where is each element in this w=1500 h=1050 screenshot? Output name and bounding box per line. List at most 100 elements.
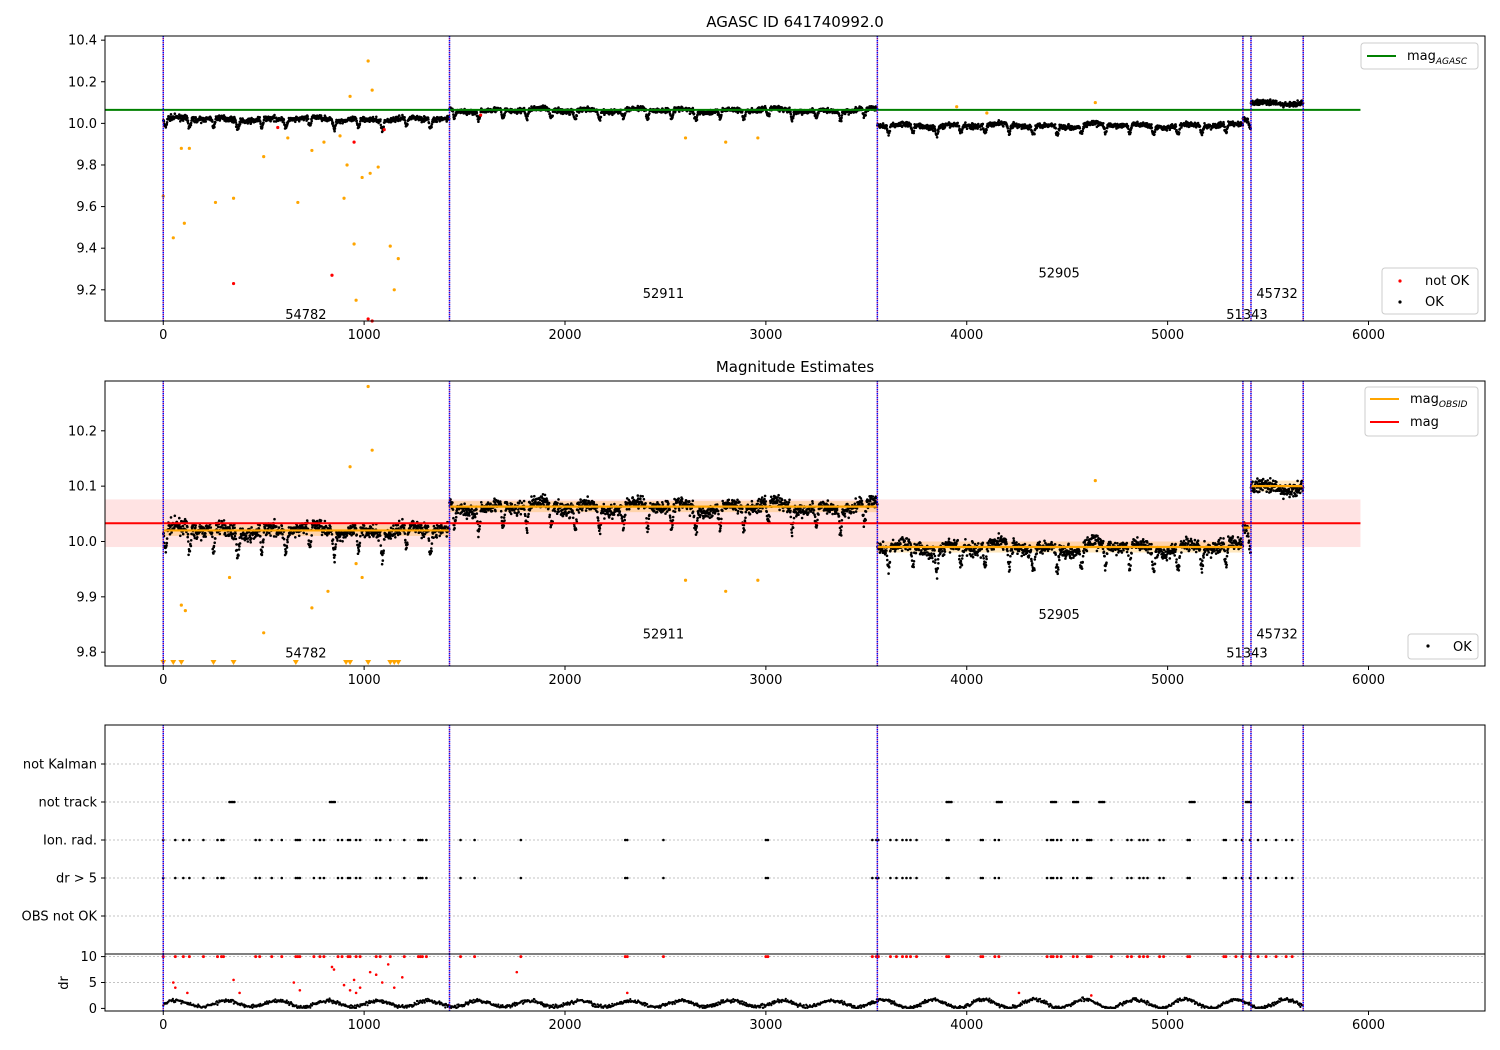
ok-point [188, 549, 192, 553]
ok-point [357, 125, 361, 129]
ok-point [202, 527, 206, 530]
ok-point [585, 499, 588, 502]
orange-outlier-point [296, 200, 300, 205]
orange-outlier-point [396, 256, 400, 261]
ok-point [261, 541, 265, 544]
ok-point [333, 127, 337, 130]
ok-point [383, 538, 386, 541]
ok-point [216, 525, 220, 529]
x-tick-label: 4000 [950, 328, 983, 343]
orange-outlier-point [756, 136, 760, 140]
ok-point [477, 120, 480, 123]
ok-point [358, 541, 362, 545]
ok-point [1203, 122, 1206, 125]
ok-point [217, 114, 221, 117]
orange-outlier-point [985, 111, 989, 115]
ok-point [239, 117, 242, 120]
ok-point [430, 547, 433, 550]
ok-point [398, 532, 402, 536]
x-tick-label: 6000 [1352, 328, 1385, 343]
ok-point [473, 515, 477, 519]
orange-outlier-point [366, 59, 370, 63]
ok-point [199, 539, 203, 542]
ok-point [579, 498, 582, 501]
ok-point [838, 114, 841, 118]
ok-point [355, 540, 359, 543]
ok-point [489, 502, 492, 506]
ok-point [1200, 133, 1204, 137]
ok-point [524, 514, 527, 517]
ok-point [979, 128, 983, 131]
not-ok-point [382, 128, 386, 132]
ok-point [259, 541, 262, 544]
ok-point [598, 119, 602, 122]
ok-point [294, 536, 297, 539]
ok-point [522, 106, 526, 110]
ok-point [331, 538, 335, 541]
ok-point [285, 546, 289, 549]
ok-point [406, 123, 409, 126]
ok-point [568, 516, 572, 519]
ok-point [435, 536, 439, 539]
orange-outlier-point [352, 242, 356, 246]
ok-point [213, 541, 216, 544]
ok-point [435, 533, 438, 537]
ok-point [548, 513, 552, 517]
obsid-label: 45732 [1256, 287, 1297, 302]
ok-point [165, 121, 169, 124]
ok-point [1080, 132, 1084, 135]
orange-outlier-point [683, 136, 688, 140]
ok-point [1002, 125, 1005, 128]
ok-point [556, 501, 559, 505]
ok-point [238, 545, 241, 548]
y-tick-label: 9.4 [76, 242, 97, 257]
ok-point [451, 508, 455, 511]
ok-point [246, 540, 250, 543]
ok-point [468, 514, 471, 517]
ok-point [332, 556, 336, 559]
ok-point [543, 493, 547, 497]
ok-point [571, 509, 574, 513]
ok-point [282, 121, 286, 124]
ok-point [392, 524, 395, 527]
ok-point [189, 121, 193, 125]
ok-point [551, 114, 554, 118]
ok-point [333, 560, 336, 564]
orange-outlier-point [1093, 100, 1097, 105]
orange-outlier-point [376, 165, 380, 169]
ok-point [164, 126, 168, 129]
ok-point [1057, 132, 1060, 136]
agasc-line-legend: magAGASC [1360, 42, 1479, 70]
agasc-axes: 0 1000 2000 3000 4000 5000 60009.29.49.69.810.… [68, 34, 1385, 343]
ok-point [263, 527, 267, 530]
ok-point [268, 531, 271, 535]
ok-point [568, 113, 572, 116]
not-ok-point [276, 125, 280, 130]
ok-point [310, 119, 314, 123]
not-ok-point [479, 113, 483, 117]
ok-point [427, 121, 431, 125]
orange-outlier-point [231, 196, 236, 200]
ok-point [599, 115, 603, 119]
ok-point [406, 543, 409, 546]
ok-point [1053, 123, 1057, 126]
ok-point [329, 525, 332, 529]
ok-point [478, 527, 481, 531]
ok-point [235, 543, 238, 546]
orange-outlier-point [388, 244, 392, 248]
ok-point [586, 495, 589, 498]
ok-point [526, 515, 530, 518]
ok-point [909, 123, 913, 127]
ok-point [250, 116, 253, 120]
ok-point [355, 533, 359, 536]
ok-point [368, 535, 371, 539]
ok-point [262, 121, 265, 124]
ok-point [355, 119, 359, 123]
ok-point [331, 542, 334, 545]
ok-point [475, 111, 479, 115]
ok-point [236, 556, 239, 560]
ok-point [305, 532, 308, 536]
ok-point [984, 131, 988, 134]
orange-outlier-point [342, 196, 346, 200]
